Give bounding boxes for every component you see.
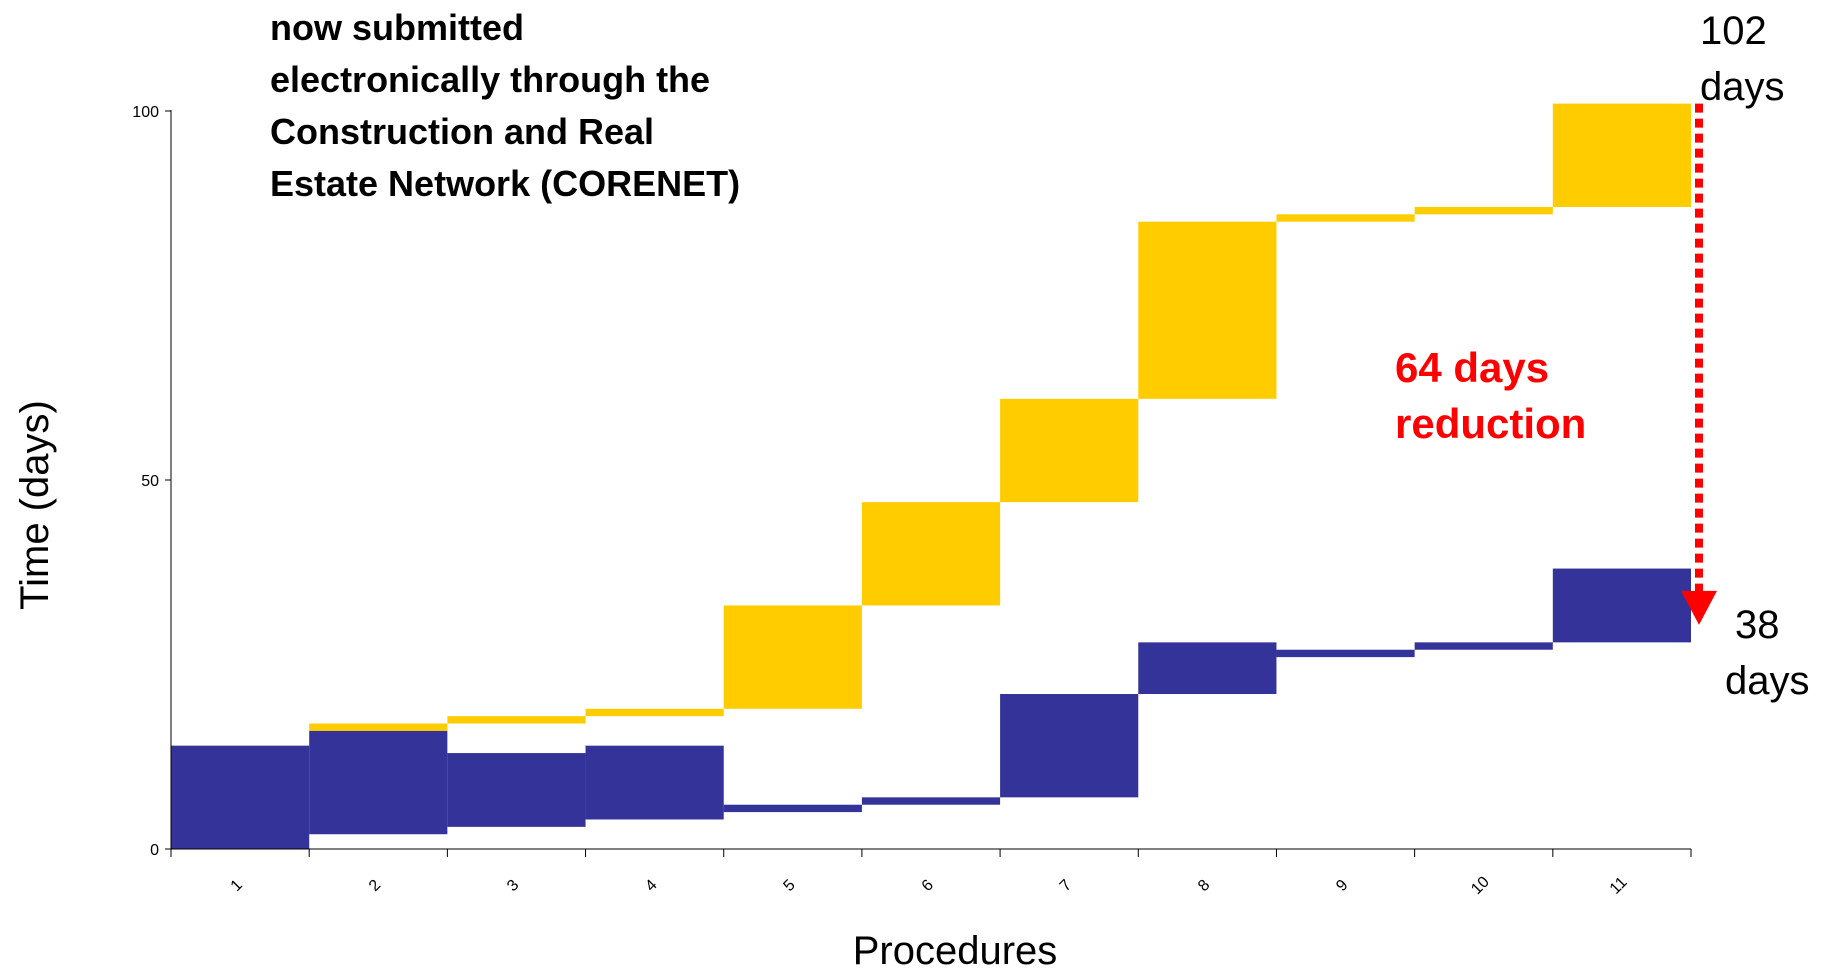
caption-line-3: Construction and Real xyxy=(270,111,654,152)
bar-series-2-procedure-3 xyxy=(447,753,586,827)
after-total-unit: days xyxy=(1725,659,1810,703)
bars-layer xyxy=(171,103,1691,849)
x-tick-label-9: 9 xyxy=(1333,877,1351,895)
before-total-value: 102 xyxy=(1700,9,1767,53)
bar-series-2-procedure-4 xyxy=(585,745,724,820)
x-tick-label-2: 2 xyxy=(366,877,384,895)
x-tick-label-8: 8 xyxy=(1195,877,1213,895)
bar-series-2-procedure-7 xyxy=(1000,694,1139,798)
y-tick-label-0: 0 xyxy=(150,842,159,859)
bar-series-2-procedure-6 xyxy=(861,797,1001,805)
bar-series-2-procedure-9 xyxy=(1276,649,1415,658)
after-total-value: 38 xyxy=(1735,603,1780,647)
x-tick-label-3: 3 xyxy=(504,877,522,895)
x-tick-label-10: 10 xyxy=(1468,873,1493,898)
bar-series-1-procedure-2 xyxy=(309,723,448,731)
before-total-unit: days xyxy=(1700,65,1785,109)
x-tick-label-11: 11 xyxy=(1607,874,1631,898)
x-tick-label-5: 5 xyxy=(780,877,798,895)
y-tick-label-50: 50 xyxy=(141,473,159,490)
x-tick-label-6: 6 xyxy=(919,877,937,895)
bar-series-1-procedure-5 xyxy=(723,605,862,709)
caption-line-1: now submitted xyxy=(270,7,524,48)
bar-series-2-procedure-2 xyxy=(309,730,448,835)
bar-series-1-procedure-6 xyxy=(861,502,1001,606)
x-tick-label-1: 1 xyxy=(228,877,246,895)
bar-series-2-procedure-5 xyxy=(723,804,862,813)
bar-series-1-procedure-9 xyxy=(1276,214,1415,222)
bar-series-1-procedure-10 xyxy=(1414,206,1553,215)
caption-line-2: electronically through the xyxy=(270,59,710,100)
reduction-label-line-1: 64 days xyxy=(1395,344,1549,391)
x-tick-label-4: 4 xyxy=(642,877,660,895)
y-axis-title: Time (days) xyxy=(13,400,57,610)
bar-series-2-procedure-1 xyxy=(171,745,310,849)
x-axis-title: Procedures xyxy=(853,929,1058,973)
bar-series-2-procedure-10 xyxy=(1414,642,1553,650)
bar-series-1-procedure-11 xyxy=(1552,103,1691,207)
x-tick-label-7: 7 xyxy=(1057,877,1075,895)
y-tick-label-100: 100 xyxy=(132,104,159,121)
reduction-label-line-2: reduction xyxy=(1395,400,1586,447)
bar-series-1-procedure-4 xyxy=(585,708,724,717)
bar-series-1-procedure-3 xyxy=(447,716,586,724)
bar-series-1-procedure-8 xyxy=(1138,221,1277,399)
bar-series-2-procedure-8 xyxy=(1138,642,1277,695)
bar-series-2-procedure-11 xyxy=(1552,568,1691,643)
caption-line-4: Estate Network (CORENET) xyxy=(270,163,740,204)
reduction-arrow-head xyxy=(1681,590,1717,625)
bar-series-1-procedure-7 xyxy=(1000,398,1139,503)
axes-layer xyxy=(165,110,1692,857)
